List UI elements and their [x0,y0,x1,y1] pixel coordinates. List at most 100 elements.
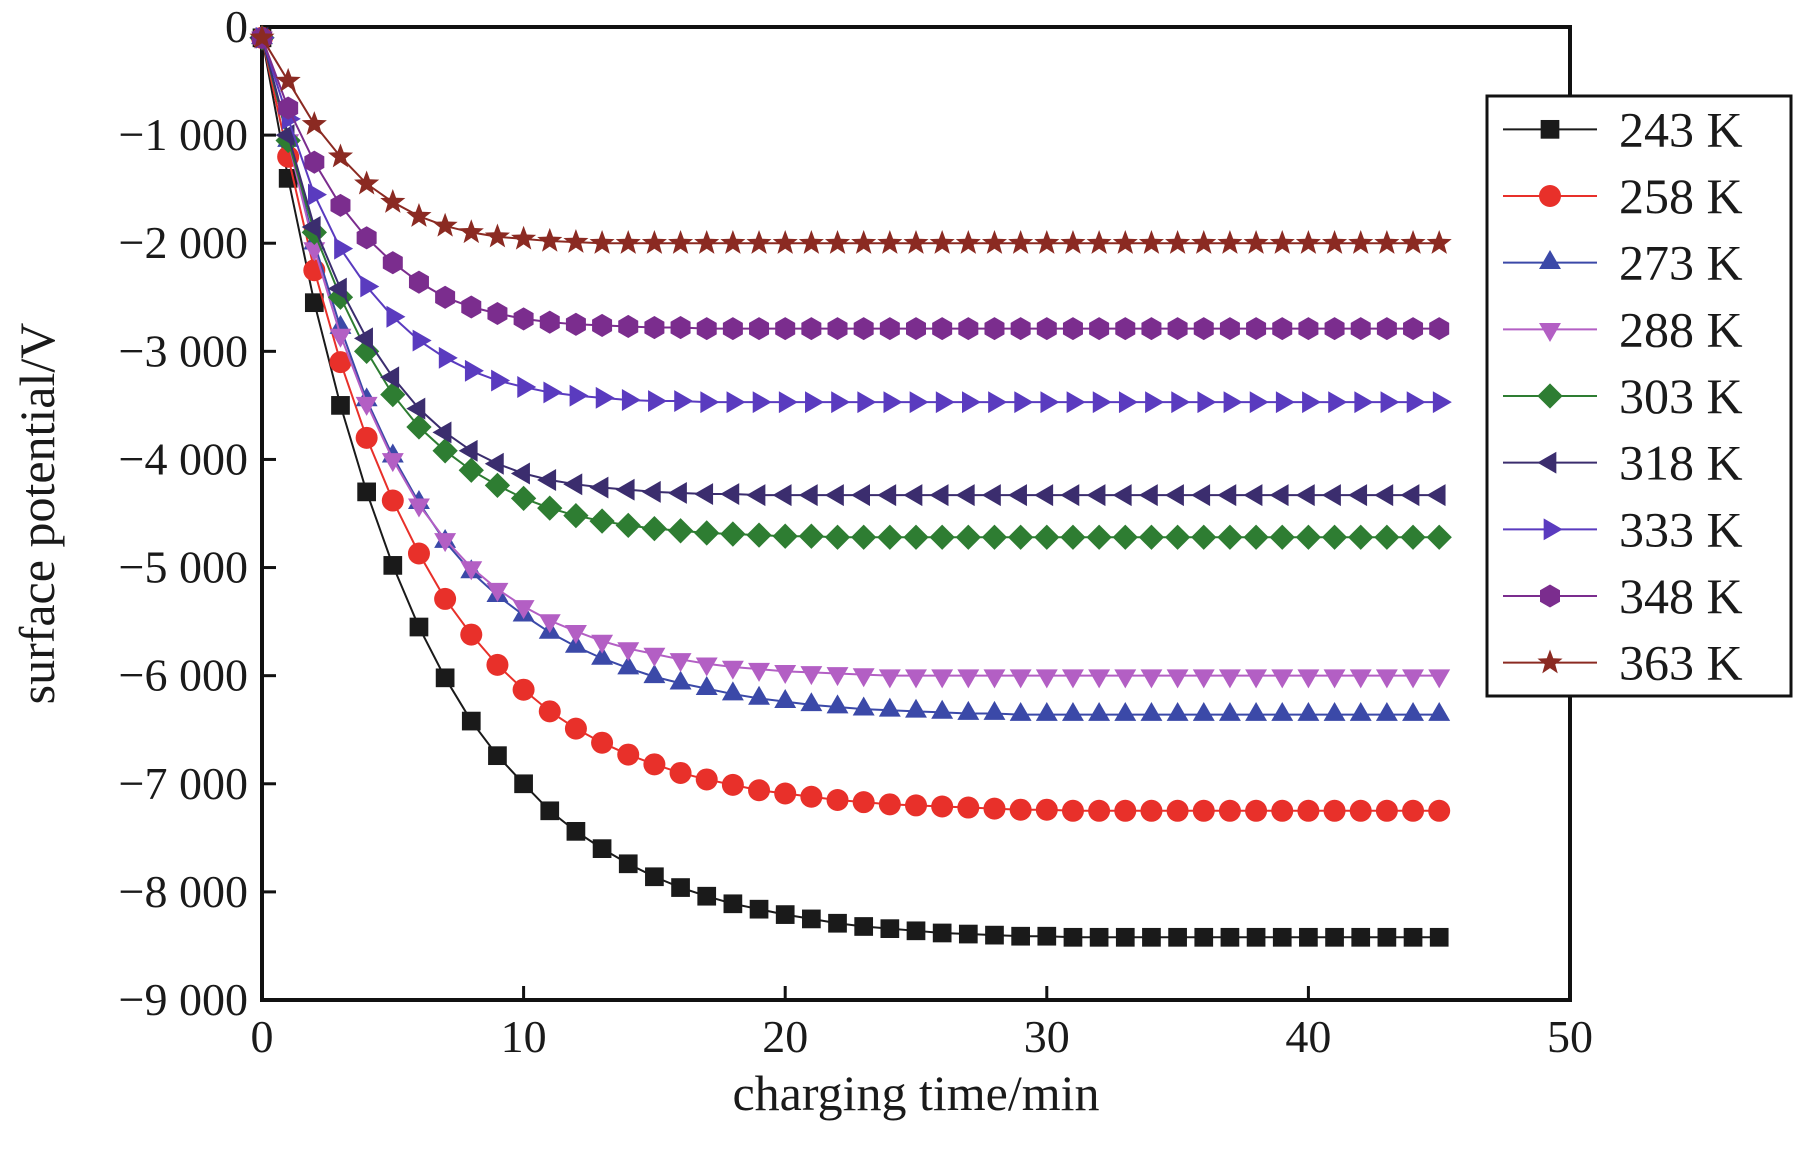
x-tick-label: 10 [501,1011,547,1062]
data-point [1035,669,1058,689]
data-point [667,518,694,544]
data-point [1007,484,1027,507]
data-point [1245,799,1268,822]
data-point [1272,317,1293,341]
data-point [931,669,954,689]
data-point [1193,317,1214,341]
y-axis-label: surface potential/V [9,323,65,705]
data-point [749,899,769,919]
series-line [261,37,1440,716]
data-point [1140,799,1163,822]
data-point [722,317,743,341]
legend-item: 333 K [1503,501,1743,557]
data-point [1374,230,1400,254]
data-point [355,396,378,416]
data-point [1375,799,1398,822]
data-point [1112,484,1132,507]
data-point [1009,701,1032,721]
data-point [591,731,614,754]
data-point [929,484,949,507]
legend-item: 318 K [1503,435,1743,491]
data-point [330,193,351,217]
data-point [1246,927,1266,947]
data-point [432,438,458,464]
data-point [517,376,537,398]
data-point [1295,524,1322,550]
data-point [643,753,666,776]
legend-label: 348 K [1619,568,1743,624]
data-point [720,230,746,254]
data-point [1168,927,1187,947]
data-point [983,700,1006,720]
data-point [589,476,609,499]
data-point [1349,669,1372,689]
data-point [1325,927,1344,947]
data-point [1321,524,1348,550]
data-point [1192,669,1215,689]
series-333-K [255,26,1452,414]
data-point [775,905,795,924]
data-point [329,351,352,374]
data-point [800,785,823,808]
legend-marker [1540,119,1560,139]
data-point [1171,391,1191,414]
data-point [595,386,615,409]
data-point [381,489,404,512]
data-point [643,664,666,684]
data-point [563,473,583,496]
data-point [726,391,746,414]
data-point [721,660,744,680]
data-point [851,230,877,254]
data-point [1138,484,1158,507]
data-point [878,697,901,717]
data-point [1246,317,1267,341]
data-point [1062,669,1084,689]
data-point [1432,391,1452,414]
x-tick-label: 40 [1285,1011,1331,1062]
data-point [1428,799,1451,822]
legend-label: 303 K [1619,368,1743,424]
data-point [1164,484,1184,507]
data-point [669,761,692,784]
data-point [903,230,929,254]
data-point [641,480,661,503]
data-point [1271,669,1294,689]
data-point [1295,484,1315,507]
data-point [486,653,509,676]
data-point [432,212,458,237]
data-point [674,390,694,413]
data-point [935,391,955,414]
data-point [1328,391,1348,414]
series-258-K [251,26,1451,822]
data-point [697,886,717,906]
data-point [748,685,770,705]
data-point [905,698,927,718]
data-point [1428,669,1451,689]
series-line [261,37,1440,812]
data-point [720,521,746,547]
data-point [484,452,504,475]
legend-marker [1537,383,1563,409]
data-point [1086,524,1112,550]
plot-frame [260,25,1572,1002]
data-point [304,293,324,313]
data-point [1218,799,1241,822]
data-point [1217,524,1243,550]
data-point [877,484,897,507]
data-point [752,391,772,414]
data-point [380,366,400,389]
data-point [877,230,903,254]
data-point [880,919,900,938]
data-point [826,788,849,811]
legend: 243 K 258 K 273 K 288 K 303 K 318 K 333 K 348 K… [1485,94,1793,698]
y-tick-label: −8 000 [119,866,248,917]
data-point [1217,484,1237,507]
data-point [1167,317,1188,341]
data-point [460,561,483,581]
data-point [512,678,535,701]
data-point [1245,669,1268,689]
data-point [1191,524,1217,550]
data-point [275,67,301,92]
data-point [831,391,851,414]
